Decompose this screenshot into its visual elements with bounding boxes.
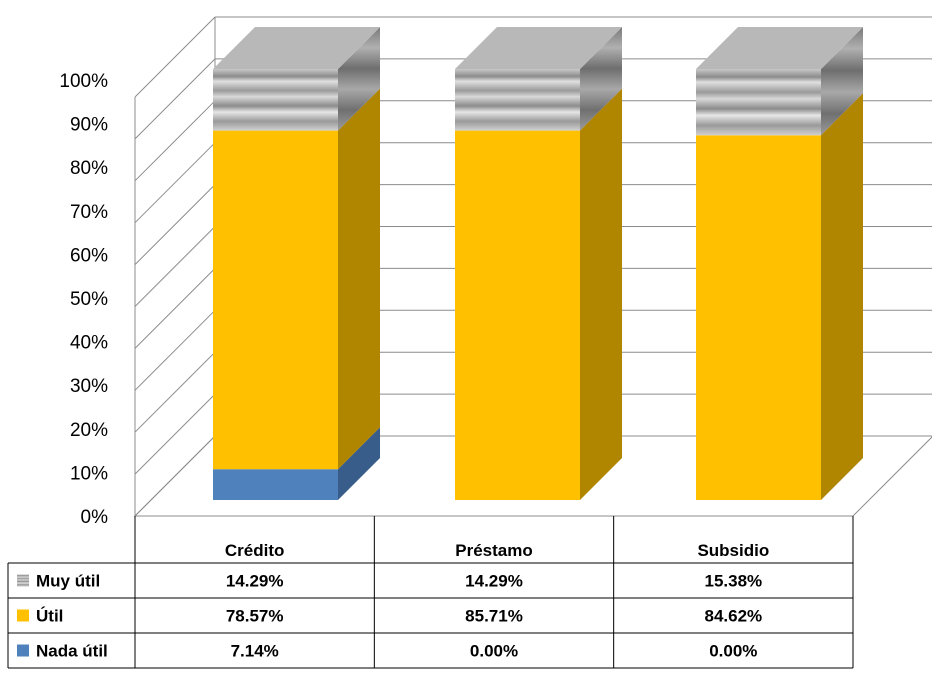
data-label: 0.00%	[470, 642, 518, 661]
legend-label: Nada útil	[36, 642, 108, 661]
data-table: Crédito Préstamo Subsidio Muy útil 14.29% 14.…	[7, 516, 854, 669]
bar-top	[696, 27, 863, 69]
side-wall-line	[134, 393, 216, 475]
x-category-label: Préstamo	[455, 541, 532, 560]
bar-segment-side	[580, 88, 622, 500]
side-wall-line	[134, 184, 216, 265]
y-tick-label: 30%	[70, 376, 108, 397]
y-axis: 0% 10% 20% 30% 40% 50% 60% 70% 80% 90% 100%	[59, 71, 108, 528]
data-label: 15.38%	[704, 572, 762, 591]
side-wall-line	[134, 309, 216, 391]
side-wall-line	[134, 58, 216, 140]
data-label: 78.57%	[226, 607, 284, 626]
side-wall-line	[134, 100, 216, 182]
side-wall-line	[134, 226, 216, 307]
bar-segment-side	[338, 27, 380, 131]
legend-key	[17, 644, 29, 657]
bar-segment	[455, 130, 580, 500]
x-category-label: Subsidio	[697, 541, 769, 560]
y-tick-label: 50%	[70, 289, 108, 310]
legend-key	[17, 574, 29, 587]
bar-segment	[213, 69, 338, 131]
data-label: 84.62%	[704, 607, 762, 626]
y-tick-label: 100%	[59, 71, 108, 92]
y-tick-label: 70%	[70, 202, 108, 223]
bar-segment	[455, 69, 580, 131]
data-label: 7.14%	[231, 642, 279, 661]
y-tick-label: 60%	[70, 245, 108, 266]
data-label: 85.71%	[465, 607, 523, 626]
side-wall-line	[134, 16, 216, 98]
bar-segment-side	[821, 27, 863, 136]
bar-segment	[696, 135, 821, 501]
legend-label: Útil	[36, 607, 63, 626]
plot-area	[213, 27, 863, 501]
y-tick-label: 10%	[70, 463, 108, 484]
side-wall-line	[134, 351, 216, 433]
bar-segment-side	[821, 93, 863, 500]
bar-segment-side	[580, 27, 622, 131]
y-tick-label: 20%	[70, 420, 108, 441]
legend-label: Muy útil	[36, 572, 100, 591]
data-label: 14.29%	[465, 572, 523, 591]
bar-top	[455, 27, 622, 69]
bar-segment	[696, 69, 821, 136]
y-tick-label: 0%	[81, 507, 109, 528]
bar-segment-side	[338, 427, 380, 500]
bar-top	[213, 27, 380, 69]
data-label: 0.00%	[709, 642, 757, 661]
y-tick-label: 90%	[70, 115, 108, 136]
y-tick-label: 80%	[70, 158, 108, 179]
side-wall-line	[134, 142, 216, 224]
x-category-label: Crédito	[225, 541, 285, 560]
y-tick-label: 40%	[70, 333, 108, 354]
bar-segment	[213, 130, 338, 470]
data-label: 14.29%	[226, 572, 284, 591]
bar-segment-side	[338, 88, 380, 470]
side-wall-line	[134, 268, 216, 349]
legend-key	[17, 609, 29, 622]
bar-segment	[213, 469, 338, 500]
